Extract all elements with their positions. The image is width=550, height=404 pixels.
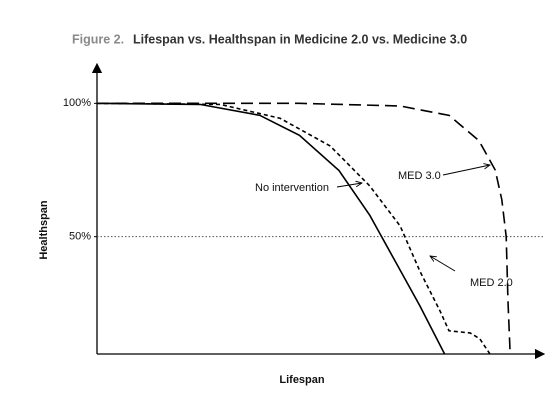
series-annotation: MED 2.0 — [470, 277, 513, 289]
y-tick-label: 50% — [69, 231, 91, 243]
line-series — [96, 102, 446, 355]
annotation-arrow — [336, 183, 362, 188]
figure-label: Figure 2. — [72, 32, 124, 46]
annotation-arrow — [430, 256, 456, 272]
series-annotation: No intervention — [255, 182, 329, 194]
annotation-arrow — [442, 165, 490, 176]
series-annotation: MED 3.0 — [398, 170, 441, 182]
y-axis-label: Healthspan — [38, 200, 50, 260]
y-tick-label: 100% — [63, 97, 91, 109]
line-series — [96, 102, 491, 355]
x-axis-label: Lifespan — [279, 374, 325, 386]
chart-title: Lifespan vs. Healthspan in Medicine 2.0 … — [133, 32, 467, 46]
line-series — [97, 102, 511, 355]
